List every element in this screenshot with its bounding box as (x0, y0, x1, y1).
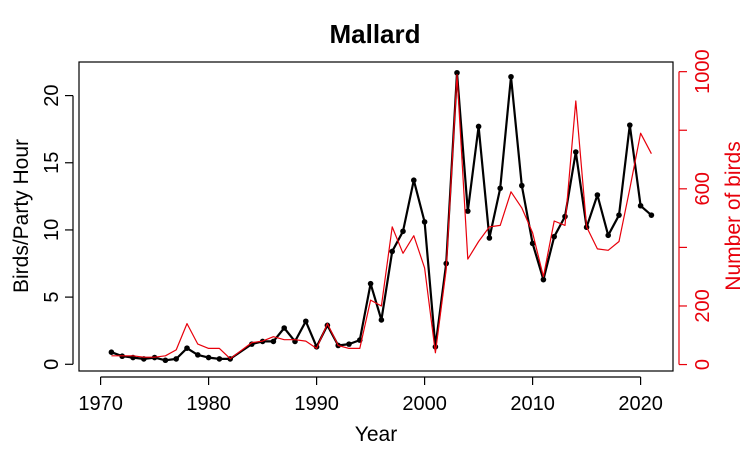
data-point (508, 73, 514, 80)
data-point (551, 233, 557, 240)
data-point (303, 318, 309, 325)
data-point (411, 177, 417, 184)
data-point (400, 228, 406, 235)
data-point (270, 338, 277, 345)
data-point (454, 69, 460, 76)
x-tick-label: 1970 (78, 393, 123, 415)
y-axis-right: 0 200 600 1000 (678, 49, 714, 370)
data-point (421, 219, 428, 225)
x-tick-label: 1980 (186, 393, 231, 415)
y2-axis-label: Number of birds (722, 141, 745, 290)
data-point (173, 356, 179, 362)
data-point (486, 235, 493, 241)
y-tick-label: 20 (41, 84, 63, 106)
data-point (389, 248, 396, 255)
data-point (637, 202, 644, 209)
y-tick-label: 15 (41, 152, 63, 174)
data-point (648, 212, 655, 218)
y-axis-label: Birds/Party Hour (10, 139, 33, 293)
data-point (216, 356, 223, 362)
series-layer (108, 69, 655, 364)
data-point (281, 325, 288, 331)
y-tick-label: 0 (41, 359, 63, 370)
data-point (519, 182, 525, 189)
data-point (195, 352, 201, 358)
y-tick-label: 10 (41, 219, 63, 241)
x-tick-label: 2000 (402, 393, 447, 415)
data-point (162, 357, 169, 364)
data-point (346, 341, 352, 347)
data-point (562, 213, 568, 220)
data-point (108, 349, 115, 355)
y-tick-label: 5 (41, 292, 63, 303)
data-point (497, 185, 504, 192)
data-point (184, 345, 190, 351)
data-point (367, 280, 374, 287)
data-point (529, 240, 536, 247)
plot-frame (78, 61, 674, 372)
data-point (465, 208, 471, 214)
x-axis: 1970 1980 1990 2000 2010 2020 (78, 376, 663, 415)
data-point (378, 317, 385, 323)
data-point (616, 212, 622, 218)
data-point (205, 354, 212, 361)
data-point (605, 232, 611, 239)
x-tick-label: 1990 (294, 393, 339, 415)
data-point (573, 149, 579, 155)
y-axis-left: 0 5 10 15 20 (41, 84, 74, 370)
data-point (627, 122, 633, 128)
x-axis-label: Year (355, 423, 397, 446)
y2-tick-label: 0 (692, 359, 714, 370)
y2-tick-label: 600 (692, 172, 714, 205)
data-point (475, 123, 482, 130)
y2-tick-label: 200 (692, 289, 714, 322)
data-point (540, 276, 547, 283)
chart-title: Mallard (329, 19, 420, 49)
x-tick-label: 2010 (510, 393, 555, 415)
y2-tick-label: 1000 (692, 49, 714, 94)
data-point (594, 192, 601, 198)
x-tick-label: 2020 (618, 393, 663, 415)
number-of-birds-line (111, 73, 652, 360)
